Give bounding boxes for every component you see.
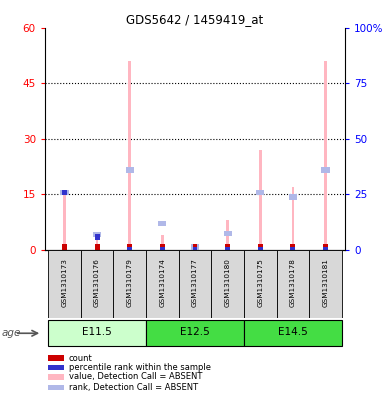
Bar [128,61,131,250]
Text: rank, Detection Call = ABSENT: rank, Detection Call = ABSENT [69,383,198,392]
Bar [113,250,146,318]
Bar [48,385,64,390]
Bar [225,244,230,250]
Bar [244,250,277,318]
Bar [95,244,99,250]
Bar [62,189,67,195]
Bar [244,320,342,346]
Bar [96,235,98,250]
Bar [160,244,165,250]
Text: value, Detection Call = ABSENT: value, Detection Call = ABSENT [69,373,202,381]
Bar [48,250,81,318]
Title: GDS5642 / 1459419_at: GDS5642 / 1459419_at [126,13,264,26]
Text: GSM1310181: GSM1310181 [323,258,328,307]
Text: GSM1310174: GSM1310174 [160,258,165,307]
Text: E14.5: E14.5 [278,327,308,338]
Text: GSM1310177: GSM1310177 [192,258,198,307]
Text: GSM1310176: GSM1310176 [94,258,100,307]
Bar [194,246,196,250]
Bar [146,250,179,318]
Bar [48,355,64,361]
Bar [309,250,342,318]
Bar [291,247,295,250]
Text: GSM1310175: GSM1310175 [257,258,263,307]
Bar [193,244,197,250]
Text: count: count [69,354,92,363]
Bar [292,187,294,250]
Bar [81,250,113,318]
Bar [277,250,309,318]
Bar [146,320,244,346]
Bar [126,167,134,173]
Bar [258,247,263,250]
Bar [323,247,328,250]
Bar [62,244,67,250]
Bar [127,244,132,250]
Bar [179,250,211,318]
Bar [291,244,295,250]
Text: percentile rank within the sample: percentile rank within the sample [69,363,211,372]
Bar [225,247,230,250]
Bar [256,189,264,195]
Bar [324,61,327,250]
Bar [191,244,199,250]
Bar [48,365,64,370]
Bar [63,190,66,250]
Bar [211,250,244,318]
Bar [93,232,101,237]
Text: age: age [2,328,21,338]
Bar [48,374,64,380]
Bar [321,167,330,173]
Bar [48,320,146,346]
Text: GSM1310178: GSM1310178 [290,258,296,307]
Bar [323,244,328,250]
Bar [226,220,229,250]
Bar [193,247,197,250]
Bar [161,235,164,250]
Text: GSM1310180: GSM1310180 [225,258,230,307]
Bar [289,194,297,200]
Bar [158,221,167,226]
Bar [223,231,232,236]
Bar [95,234,99,240]
Text: GSM1310179: GSM1310179 [127,258,133,307]
Text: GSM1310173: GSM1310173 [62,258,67,307]
Bar [160,247,165,250]
Bar [60,189,69,195]
Bar [127,247,132,250]
Bar [259,150,262,250]
Text: E12.5: E12.5 [180,327,210,338]
Bar [258,244,263,250]
Text: E11.5: E11.5 [82,327,112,338]
